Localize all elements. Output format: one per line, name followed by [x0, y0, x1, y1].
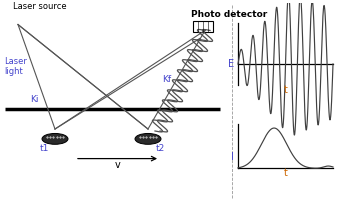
Text: E: E: [228, 59, 234, 69]
Text: Laser
light: Laser light: [4, 57, 27, 76]
Text: t: t: [284, 168, 287, 178]
Text: t2: t2: [156, 144, 165, 153]
Text: Photo detector: Photo detector: [191, 10, 267, 19]
Text: Laser source: Laser source: [13, 2, 67, 11]
Text: I: I: [231, 152, 234, 162]
Bar: [193, 21, 213, 32]
Text: t: t: [284, 85, 287, 95]
Ellipse shape: [42, 133, 68, 144]
Text: Ki: Ki: [30, 95, 38, 104]
Text: v: v: [115, 160, 120, 170]
Text: Kf: Kf: [162, 75, 171, 84]
Ellipse shape: [135, 133, 161, 144]
Text: t1: t1: [40, 144, 49, 153]
